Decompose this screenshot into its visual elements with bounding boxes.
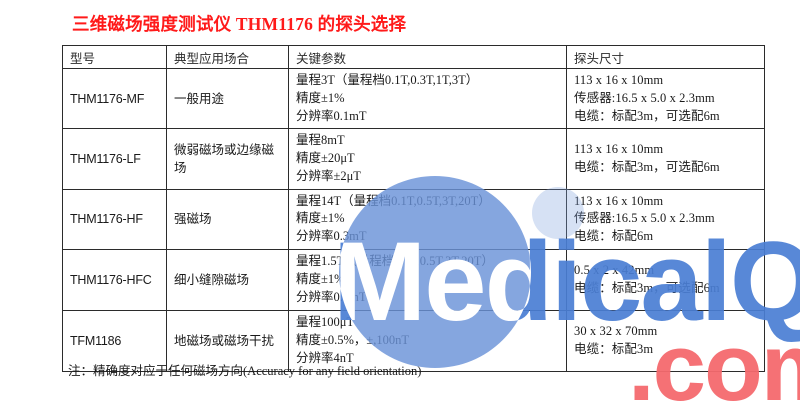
cell-dimensions: 0.5 x 2 x 42mm 电缆：标配3m，可选配6m — [566, 248, 765, 311]
parameter-range: 量程14T（量程档0.1T,0.5T,3T,20T） — [296, 193, 491, 208]
dimension-overall: 30 x 32 x 70mm — [574, 324, 658, 338]
dimension-cable: 电缆：标配3m，可选配6m — [574, 108, 720, 123]
cell-parameters: 量程8mT 精度±20μT 分辨率±2μT — [288, 128, 567, 190]
cell-dimensions: 113 x 16 x 10mm 电缆：标配3m，可选配6m — [566, 128, 765, 190]
cell-dimensions: 113 x 16 x 10mm 传感器:16.5 x 5.0 x 2.3mm 电… — [566, 67, 765, 130]
table-row: TFM1186 地磁场或磁场干扰 量程100μT 精度±0.5%，±,100nT… — [62, 309, 765, 372]
footnote-accuracy-note: 注：精确度对应于任何磁场方向(Accuracy for any field or… — [68, 364, 422, 378]
parameter-range: 量程1.5T（量程档0.1T,0.5T,3T,20T） — [296, 254, 494, 269]
cell-model: THM1176-HF — [62, 188, 167, 250]
page-title: 三维磁场强度测试仪 THM1176 的探头选择 — [72, 14, 407, 34]
dimension-cable: 电缆：标配3m，可选配6m — [574, 280, 720, 295]
parameter-range: 量程100μT — [296, 315, 355, 330]
cell-parameters: 量程14T（量程档0.1T,0.5T,3T,20T） 精度±1% 分辨率0.3m… — [288, 188, 567, 250]
cell-application: 细小缝隙磁场 — [166, 248, 289, 311]
cell-application: 一般用途 — [166, 67, 289, 130]
cell-model: THM1176-HFC — [62, 248, 167, 311]
parameter-resolution: 分辨率0.3mT — [296, 229, 367, 243]
table-row: THM1176-HF 强磁场 量程14T（量程档0.1T,0.5T,3T,20T… — [62, 188, 765, 250]
parameter-resolution: 分辨率±2μT — [296, 168, 361, 183]
cell-parameters: 量程1.5T（量程档0.1T,0.5T,3T,20T） 精度±1% 分辨率0.3… — [288, 248, 567, 311]
dimension-overall: 113 x 16 x 10mm — [574, 73, 664, 87]
dimension-sensor: 传感器:16.5 x 5.0 x 2.3mm — [574, 211, 715, 226]
column-header-dimensions: 探头尺寸 — [566, 45, 765, 69]
parameter-range: 量程8mT — [296, 133, 345, 148]
parameter-accuracy: 精度±1% — [296, 211, 345, 226]
column-header-parameters: 关键参数 — [288, 45, 567, 69]
parameter-accuracy: 精度±20μT — [296, 151, 355, 165]
parameter-accuracy: 精度±1% — [296, 271, 345, 286]
table-row: THM1176-MF 一般用途 量程3T（量程档0.1T,0.3T,1T,3T）… — [62, 67, 765, 130]
probe-selection-table: 型号 典型应用场合 关键参数 探头尺寸 THM1176-MF 一般用途 量程3T… — [62, 45, 765, 372]
dimension-cable: 电缆：标配3m — [574, 341, 654, 356]
parameter-resolution: 分辨率0.3mT — [296, 289, 367, 304]
table-row: THM1176-HFC 细小缝隙磁场 量程1.5T（量程档0.1T,0.5T,3… — [62, 248, 765, 311]
table-row: THM1176-LF 微弱磁场或边缘磁场 量程8mT 精度±20μT 分辨率±2… — [62, 128, 765, 190]
dimension-overall: 0.5 x 2 x 42mm — [574, 263, 655, 277]
cell-dimensions: 113 x 16 x 10mm 传感器:16.5 x 5.0 x 2.3mm 电… — [566, 188, 765, 250]
dimension-cable: 电缆：标配3m，可选配6m — [574, 159, 720, 174]
parameter-accuracy: 精度±0.5%，±,100nT — [296, 332, 410, 347]
parameter-range: 量程3T（量程档0.1T,0.3T,1T,3T） — [296, 73, 479, 87]
cell-model: TFM1186 — [62, 309, 167, 372]
cell-application: 强磁场 — [166, 188, 289, 250]
dimension-sensor: 传感器:16.5 x 5.0 x 2.3mm — [574, 90, 715, 105]
cell-model: THM1176-MF — [62, 67, 167, 130]
dimension-overall: 113 x 16 x 10mm — [574, 142, 664, 157]
column-header-application: 典型应用场合 — [166, 45, 289, 69]
cell-dimensions: 30 x 32 x 70mm 电缆：标配3m — [566, 309, 765, 372]
cell-model: THM1176-LF — [62, 128, 167, 190]
cell-parameters: 量程3T（量程档0.1T,0.3T,1T,3T） 精度±1% 分辨率0.1mT — [288, 67, 567, 130]
cell-application: 地磁场或磁场干扰 — [166, 309, 289, 372]
dimension-cable: 电缆：标配6m — [574, 229, 654, 243]
dimension-overall: 113 x 16 x 10mm — [574, 193, 664, 208]
cell-application: 微弱磁场或边缘磁场 — [166, 128, 289, 190]
column-header-model: 型号 — [62, 45, 167, 69]
parameter-accuracy: 精度±1% — [296, 90, 345, 105]
table-header-row: 型号 典型应用场合 关键参数 探头尺寸 — [62, 45, 765, 69]
parameter-resolution: 分辨率0.1mT — [296, 108, 367, 123]
